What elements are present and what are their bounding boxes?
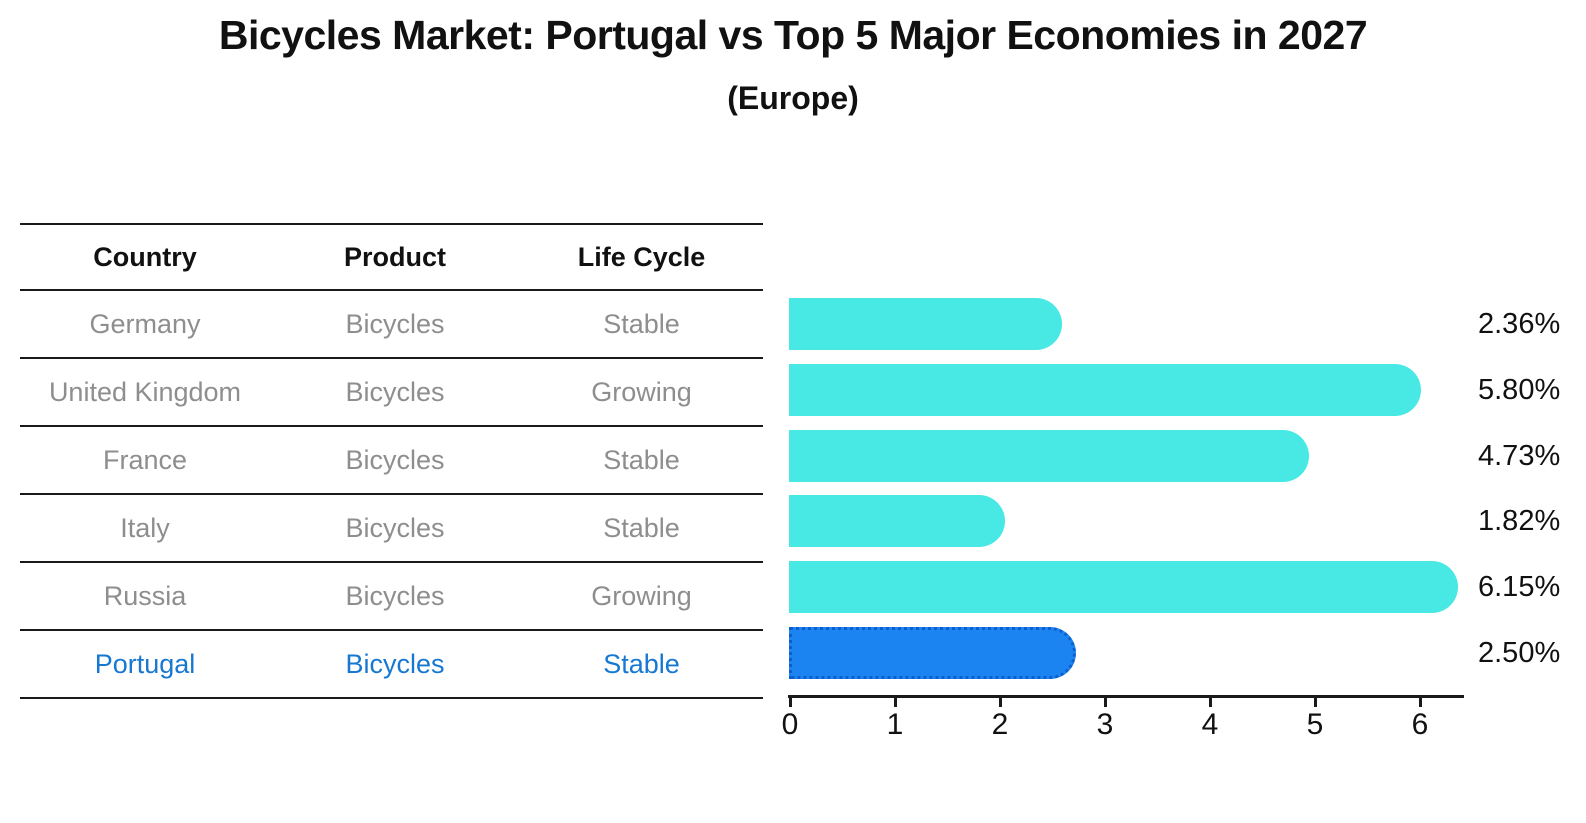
- x-axis-tick-label: 6: [1411, 708, 1429, 741]
- column-header-life-cycle: Life Cycle: [577, 241, 706, 272]
- cell-product: Bicycles: [345, 648, 445, 679]
- chart-subtitle: (Europe): [727, 80, 859, 116]
- table-row-italy: Italy Bicycles Stable: [20, 495, 763, 563]
- cell-life-cycle: Stable: [603, 648, 680, 679]
- country-table: Country Product Life Cycle Germany Bicyc…: [20, 223, 763, 699]
- x-axis-tick: [1104, 697, 1107, 707]
- bar-united-kingdom: [789, 364, 1421, 416]
- bar-italy: [789, 495, 1005, 547]
- value-label-italy: 1.82%: [1478, 504, 1561, 537]
- x-axis-tick-label: 1: [886, 708, 904, 741]
- cell-product: Bicycles: [345, 376, 445, 407]
- cell-life-cycle: Growing: [591, 376, 692, 407]
- table-row-portugal: Portugal Bicycles Stable: [20, 631, 763, 699]
- x-axis-tick: [999, 697, 1002, 707]
- cell-product: Bicycles: [345, 444, 445, 475]
- cell-product: Bicycles: [345, 580, 445, 611]
- cell-country: Russia: [103, 580, 187, 611]
- value-label-germany: 2.36%: [1478, 307, 1561, 340]
- value-label-russia: 6.15%: [1478, 570, 1561, 603]
- cell-life-cycle: Stable: [603, 512, 680, 543]
- bar-germany: [789, 298, 1062, 350]
- x-axis-line: [788, 695, 1464, 698]
- x-axis-tick-label: 0: [781, 708, 799, 741]
- cell-country: Italy: [120, 512, 170, 543]
- x-axis-tick: [1314, 697, 1317, 707]
- x-axis-tick: [1209, 697, 1212, 707]
- cell-life-cycle: Stable: [603, 308, 680, 339]
- cell-country: Portugal: [94, 648, 196, 679]
- x-axis-tick-label: 5: [1306, 708, 1324, 741]
- x-axis-tick-label: 2: [991, 708, 1009, 741]
- x-axis-tick-label: 3: [1096, 708, 1114, 741]
- x-axis-tick: [789, 697, 792, 707]
- table-row-russia: Russia Bicycles Growing: [20, 563, 763, 631]
- column-header-product: Product: [343, 241, 446, 272]
- value-label-portugal: 2.50%: [1478, 636, 1561, 669]
- value-label-france: 4.73%: [1478, 439, 1561, 472]
- column-header-country: Country: [93, 241, 197, 272]
- cell-life-cycle: Stable: [603, 444, 680, 475]
- bar-russia: [789, 561, 1458, 613]
- cell-product: Bicycles: [345, 512, 445, 543]
- x-axis-tick: [1419, 697, 1422, 707]
- chart-title: Bicycles Market: Portugal vs Top 5 Major…: [218, 12, 1368, 58]
- bar-france: [789, 430, 1309, 482]
- x-axis-tick: [894, 697, 897, 707]
- table-row-germany: Germany Bicycles Stable: [20, 291, 763, 359]
- bar-portugal-highlighted: [789, 627, 1076, 679]
- cell-product: Bicycles: [345, 308, 445, 339]
- table-header-row: Country Product Life Cycle: [20, 225, 763, 291]
- cell-country: United Kingdom: [48, 376, 242, 407]
- cell-country: France: [102, 444, 188, 475]
- x-axis-tick-label: 4: [1201, 708, 1219, 741]
- value-label-united-kingdom: 5.80%: [1478, 373, 1561, 406]
- table-row-france: France Bicycles Stable: [20, 427, 763, 495]
- cell-life-cycle: Growing: [591, 580, 692, 611]
- table-row-united-kingdom: United Kingdom Bicycles Growing: [20, 359, 763, 427]
- cell-country: Germany: [89, 308, 201, 339]
